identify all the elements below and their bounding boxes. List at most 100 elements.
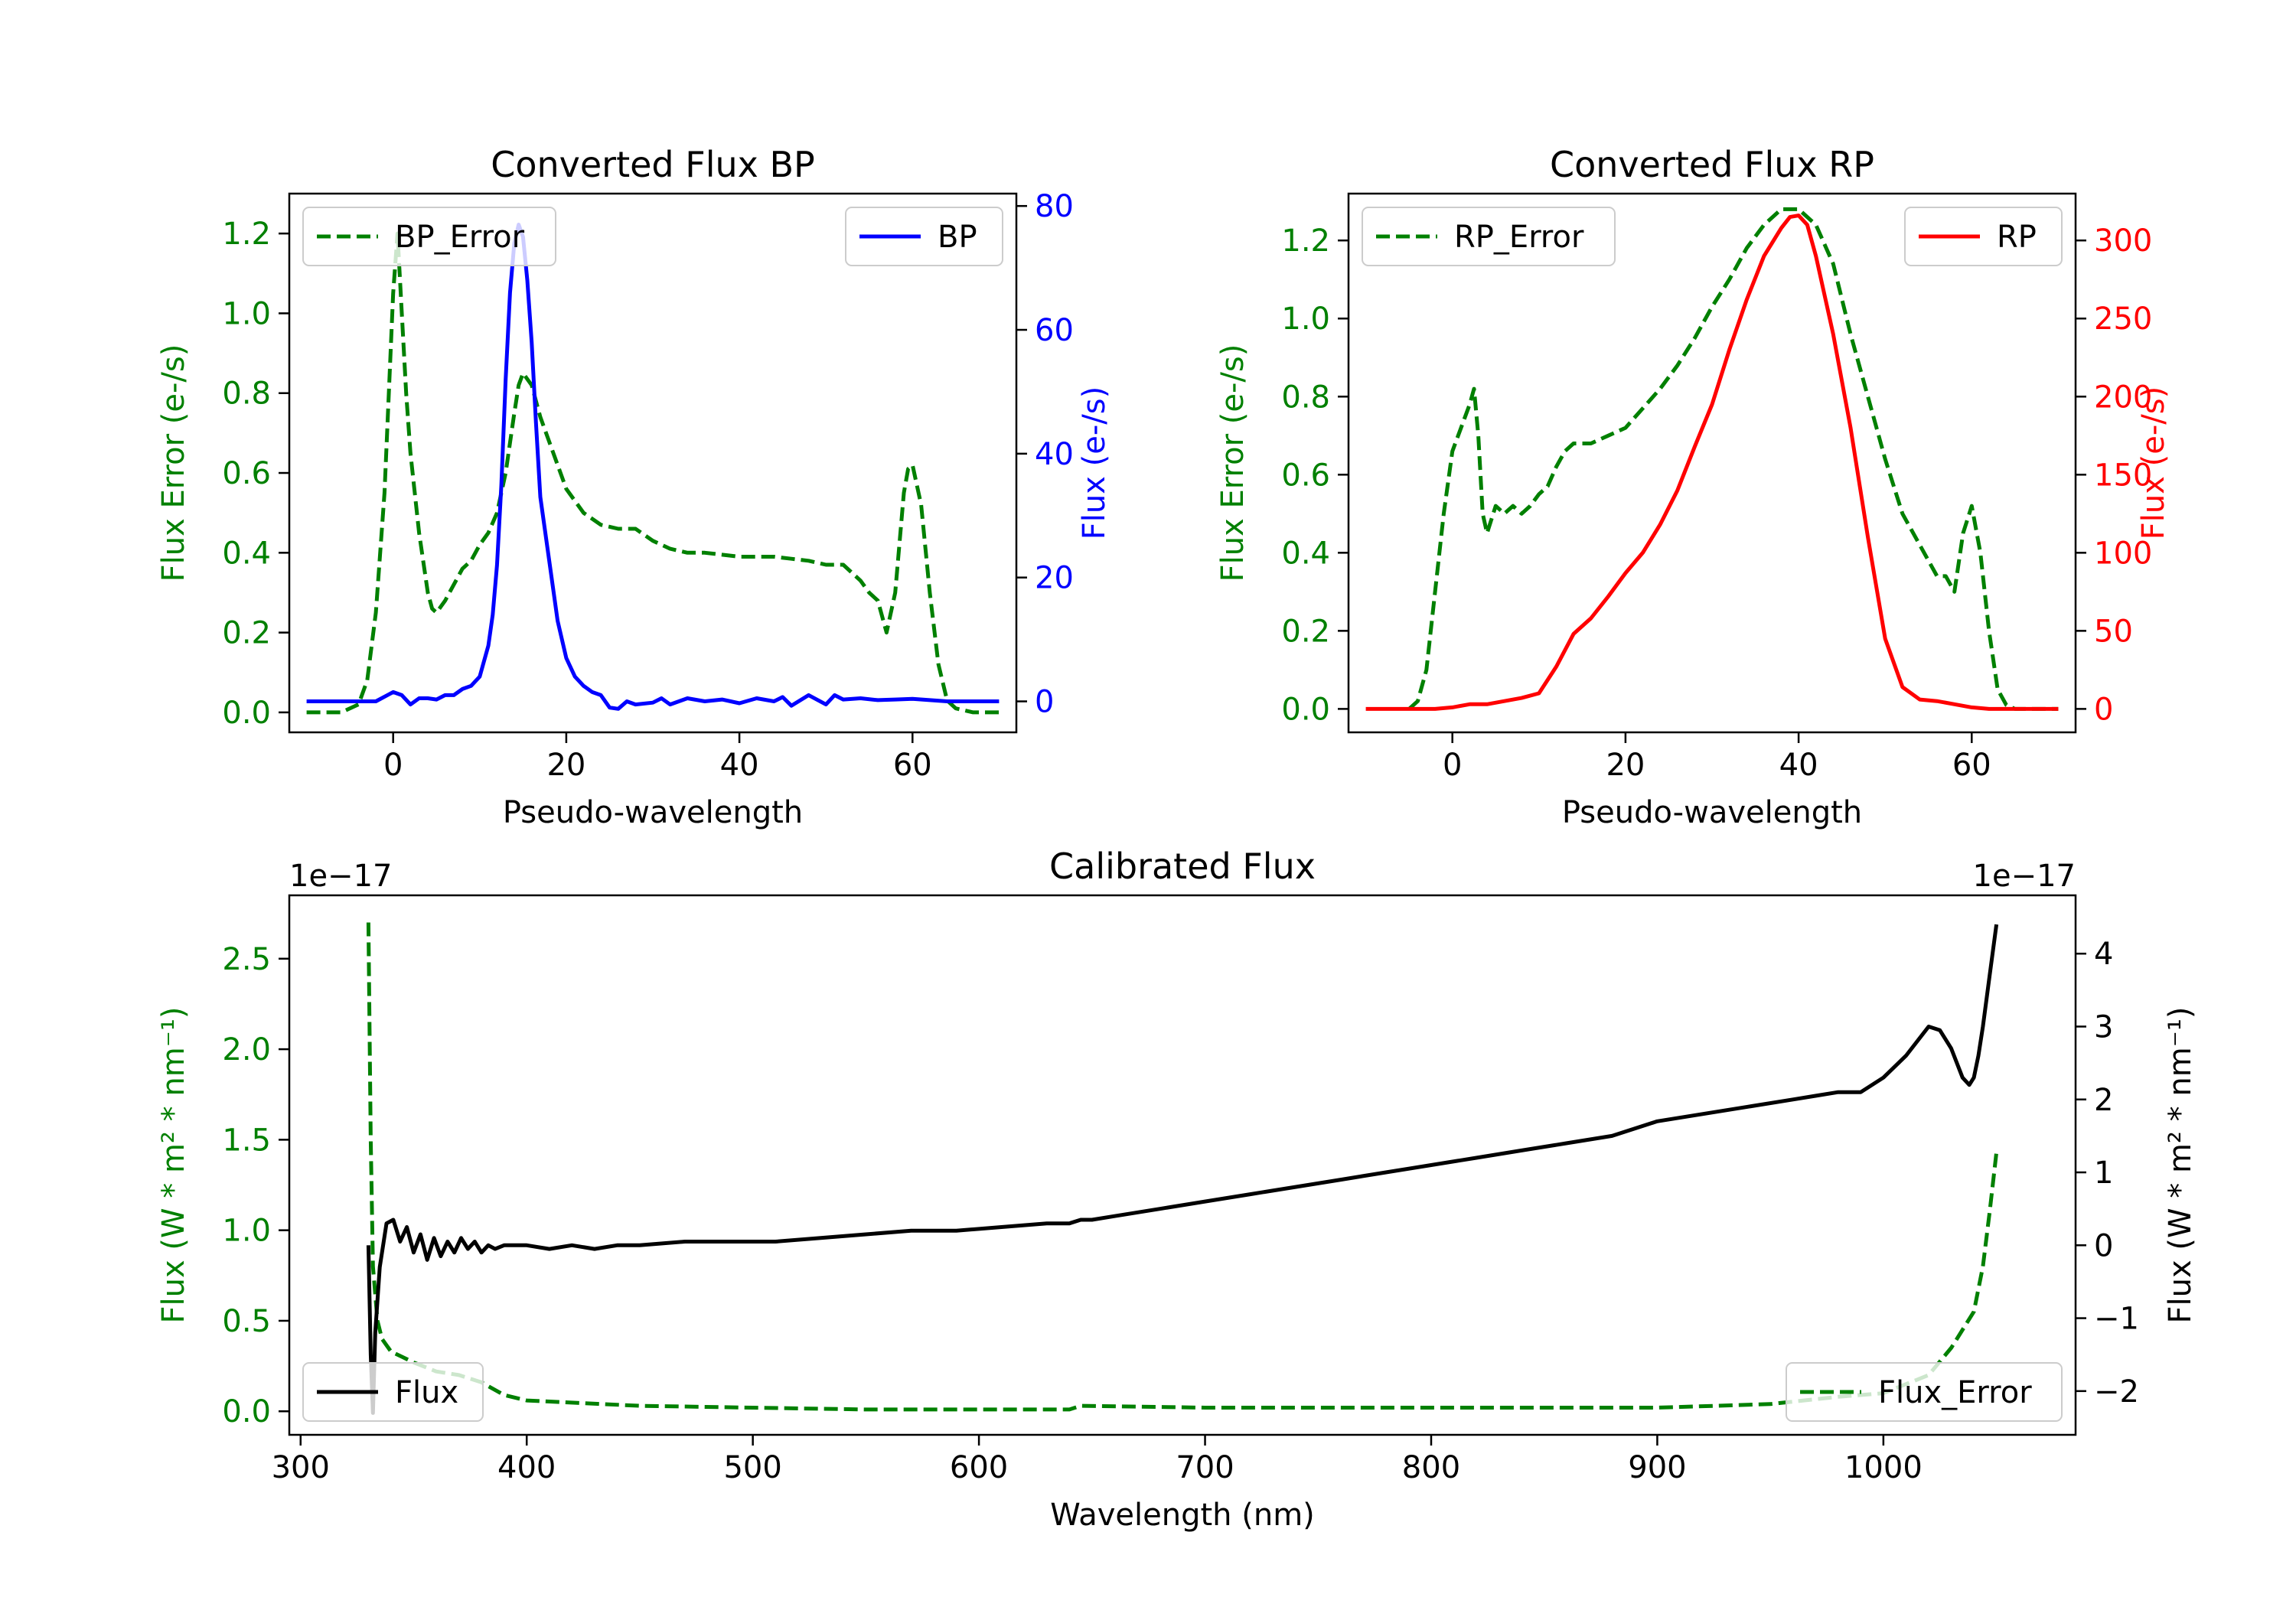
right-y-axis-label: Flux (e-/s) <box>2136 386 2171 539</box>
series-line-bp <box>306 223 1000 711</box>
legend-box <box>302 207 556 266</box>
x-tick-label: 1000 <box>1844 1450 1923 1485</box>
series-group <box>306 223 1000 715</box>
right-y-tick-label: 0 <box>2094 1228 2113 1263</box>
left-y-tick-label: 1.2 <box>1281 223 1330 259</box>
left-y-tick-label: 0.0 <box>222 1394 271 1429</box>
right-y-tick-label: −1 <box>2094 1302 2139 1337</box>
left-y-axis-label: Flux Error (e-/s) <box>1215 344 1251 582</box>
legend-label: Flux_Error <box>1878 1375 2032 1410</box>
x-tick-label: 0 <box>383 748 403 783</box>
series-line-flux-error <box>366 922 1999 1412</box>
legend-rp-error: RP_Error <box>1362 207 1616 266</box>
series-line-rp-error <box>1407 207 2059 711</box>
left-y-tick-label: 0.8 <box>222 376 271 412</box>
right-y-tick-label: 40 <box>1035 437 1074 472</box>
right-y-tick-label: 0 <box>1035 685 1054 720</box>
right-y-axis-label: Flux (e-/s) <box>1077 386 1112 539</box>
x-tick-label: 900 <box>1628 1450 1686 1485</box>
series-line-rp <box>1365 214 2059 711</box>
right-y-tick-label: 200 <box>2094 380 2152 415</box>
legend-flux: Flux <box>302 1362 484 1422</box>
right-y-tick-label: 20 <box>1035 561 1074 596</box>
legend-rp: RP <box>1904 207 2063 266</box>
series-group <box>1365 207 2059 711</box>
left-y-axis-label: Flux Error (e-/s) <box>156 344 191 582</box>
legend-box <box>1786 1362 2063 1422</box>
right-y-tick-label: 4 <box>2094 937 2113 972</box>
plot-frame <box>288 894 2077 1436</box>
x-tick-label: 600 <box>950 1450 1008 1485</box>
x-tick-label: 60 <box>1952 748 1991 783</box>
left-y-tick-label: 0.5 <box>222 1304 271 1339</box>
legend-label: RP_Error <box>1454 220 1584 255</box>
right-y-tick-label: 80 <box>1035 189 1074 224</box>
left-y-tick-label: 2.0 <box>222 1032 271 1068</box>
x-tick-label: 300 <box>272 1450 330 1485</box>
left-y-axis-label: Flux (W * m² * nm⁻¹) <box>156 1007 191 1324</box>
x-tick-label: 700 <box>1176 1450 1234 1485</box>
chart-2: Converted Flux RP 0 20 40 60 Pseudo-wavelengt… <box>1215 144 2171 830</box>
right-y-tick-label: 300 <box>2094 223 2152 259</box>
legend-box <box>1904 207 2063 266</box>
chart-title: Converted Flux RP <box>1550 144 1874 185</box>
right-y-tick-label: 2 <box>2094 1083 2113 1118</box>
left-y-tick-label: 0.2 <box>1281 614 1330 649</box>
left-y-tick-label: 1.0 <box>222 296 271 331</box>
x-tick-label: 40 <box>720 748 759 783</box>
chart-title: Calibrated Flux <box>1049 846 1316 887</box>
legend-label: BP <box>938 220 977 255</box>
right-y-tick-label: −2 <box>2094 1374 2139 1410</box>
right-y-tick-label: 50 <box>2094 614 2133 649</box>
series-line-bp-error <box>306 231 1000 715</box>
right-y-axis-label: Flux (W * m² * nm⁻¹) <box>2163 1007 2198 1324</box>
x-tick-label: 60 <box>893 748 932 783</box>
left-y-tick-label: 0.4 <box>1281 536 1330 571</box>
plot-frame <box>1347 192 2077 734</box>
legend-flux-error: Flux_Error <box>1786 1362 2063 1422</box>
left-y-tick-label: 0.0 <box>222 696 271 731</box>
right-y-tick-label: 250 <box>2094 302 2152 337</box>
x-tick-label: 20 <box>1606 748 1645 783</box>
right-y-tick-label: 1 <box>2094 1156 2113 1191</box>
left-y-tick-label: 1.5 <box>222 1123 271 1158</box>
left-y-tick-label: 1.2 <box>222 217 271 252</box>
right-y-tick-label: 100 <box>2094 536 2152 571</box>
x-axis-label: Wavelength (nm) <box>1050 1498 1315 1533</box>
left-y-tick-label: 0.4 <box>222 536 271 571</box>
x-tick-label: 400 <box>497 1450 556 1485</box>
legend-box <box>302 1362 484 1422</box>
left-y-tick-label: 0.6 <box>1281 458 1330 493</box>
x-tick-label: 500 <box>723 1450 781 1485</box>
x-tick-label: 20 <box>546 748 585 783</box>
x-axis-label: Pseudo-wavelength <box>503 795 803 830</box>
plot-frame <box>288 192 1018 734</box>
series-line-flux <box>366 924 1999 1415</box>
left-y-offset-text: 1e−17 <box>289 859 392 894</box>
x-axis-label: Pseudo-wavelength <box>1562 795 1862 830</box>
chart-title: Converted Flux BP <box>491 144 815 185</box>
x-tick-label: 40 <box>1779 748 1818 783</box>
legend-box <box>845 207 1003 266</box>
chart-1: Converted Flux BP 0 20 40 60 Pseudo-wavelengt… <box>156 144 1112 830</box>
x-tick-label: 0 <box>1443 748 1462 783</box>
right-y-tick-label: 60 <box>1035 313 1074 348</box>
right-y-tick-label: 150 <box>2094 458 2152 493</box>
left-y-tick-label: 0.2 <box>222 616 271 651</box>
right-y-offset-text: 1e−17 <box>1973 859 2076 894</box>
x-tick-label: 800 <box>1402 1450 1460 1485</box>
right-y-tick-label: 0 <box>2094 692 2113 727</box>
legend-label: BP_Error <box>395 220 525 255</box>
chart-3: Calibrated Flux 300 400 500 600 700 800 900 1000… <box>156 846 2198 1533</box>
left-y-tick-label: 2.5 <box>222 942 271 977</box>
legend-bp-error: BP_Error <box>302 207 556 266</box>
left-y-tick-label: 0.0 <box>1281 692 1330 727</box>
legend-label: Flux <box>395 1375 458 1410</box>
left-y-tick-label: 0.6 <box>222 456 271 491</box>
left-y-tick-label: 0.8 <box>1281 380 1330 415</box>
series-group <box>366 922 1999 1415</box>
left-y-tick-label: 1.0 <box>222 1214 271 1249</box>
legend-box <box>1362 207 1616 266</box>
legend-label: RP <box>1997 220 2037 255</box>
